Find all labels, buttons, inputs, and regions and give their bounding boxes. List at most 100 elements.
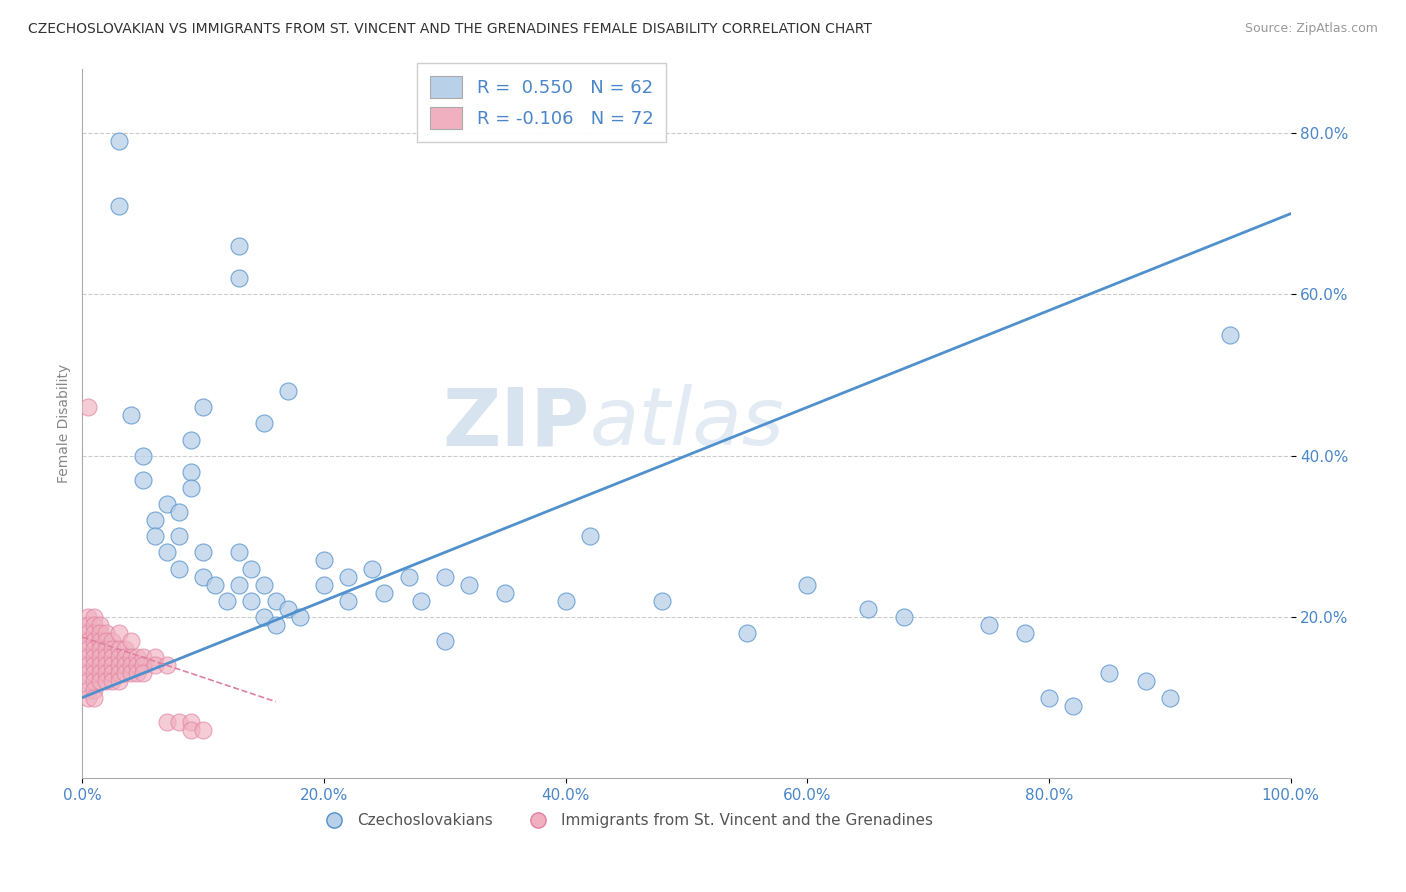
Point [1159,690,1181,705]
Point [217,594,239,608]
Point [96,658,118,673]
Point [101,674,124,689]
Point [101,650,124,665]
Point [312,553,335,567]
Point [96,674,118,689]
Point [856,602,879,616]
Point [143,513,166,527]
Point [977,618,1000,632]
Point [89,642,111,657]
Point [180,714,202,729]
Text: atlas: atlas [589,384,785,462]
Legend: Czechoslovakians, Immigrants from St. Vincent and the Grenadines: Czechoslovakians, Immigrants from St. Vi… [312,807,939,834]
Point [191,723,214,737]
Point [120,634,142,648]
Point [83,690,105,705]
Point [796,577,818,591]
Point [89,626,111,640]
Point [114,666,136,681]
Point [252,610,274,624]
Point [83,618,105,632]
Point [96,666,118,681]
Point [77,658,100,673]
Point [89,674,111,689]
Point [89,618,111,632]
Point [125,658,148,673]
Point [337,594,360,608]
Point [240,561,263,575]
Point [433,569,456,583]
Point [651,594,673,608]
Point [554,594,576,608]
Point [77,610,100,624]
Point [77,642,100,657]
Text: ZIP: ZIP [443,384,589,462]
Point [77,682,100,697]
Point [131,666,153,681]
Point [83,666,105,681]
Point [77,626,100,640]
Point [101,666,124,681]
Point [114,658,136,673]
Point [131,650,153,665]
Point [107,650,129,665]
Point [893,610,915,624]
Point [83,634,105,648]
Text: CZECHOSLOVAKIAN VS IMMIGRANTS FROM ST. VINCENT AND THE GRENADINES FEMALE DISABIL: CZECHOSLOVAKIAN VS IMMIGRANTS FROM ST. V… [28,22,872,37]
Point [143,658,166,673]
Point [180,465,202,479]
Point [120,666,142,681]
Point [494,585,516,599]
Point [167,529,190,543]
Point [1098,666,1121,681]
Point [107,658,129,673]
Point [107,666,129,681]
Point [83,650,105,665]
Point [77,634,100,648]
Point [83,642,105,657]
Point [277,384,299,398]
Point [1014,626,1036,640]
Point [361,561,384,575]
Point [101,658,124,673]
Point [156,658,179,673]
Point [107,642,129,657]
Point [1062,698,1084,713]
Point [1038,690,1060,705]
Point [96,650,118,665]
Point [89,634,111,648]
Point [77,690,100,705]
Point [191,545,214,559]
Point [131,658,153,673]
Point [77,618,100,632]
Point [120,409,142,423]
Point [180,433,202,447]
Point [252,577,274,591]
Point [89,650,111,665]
Point [83,682,105,697]
Point [89,658,111,673]
Point [77,401,100,415]
Point [1135,674,1157,689]
Point [180,723,202,737]
Point [167,714,190,729]
Point [252,417,274,431]
Point [180,481,202,495]
Point [120,658,142,673]
Point [131,473,153,487]
Text: Source: ZipAtlas.com: Source: ZipAtlas.com [1244,22,1378,36]
Point [288,610,311,624]
Point [156,714,179,729]
Point [337,569,360,583]
Point [107,134,129,148]
Point [167,561,190,575]
Point [228,239,250,253]
Point [312,577,335,591]
Point [101,642,124,657]
Point [167,505,190,519]
Point [1219,327,1241,342]
Point [83,626,105,640]
Point [125,666,148,681]
Point [373,585,395,599]
Point [89,666,111,681]
